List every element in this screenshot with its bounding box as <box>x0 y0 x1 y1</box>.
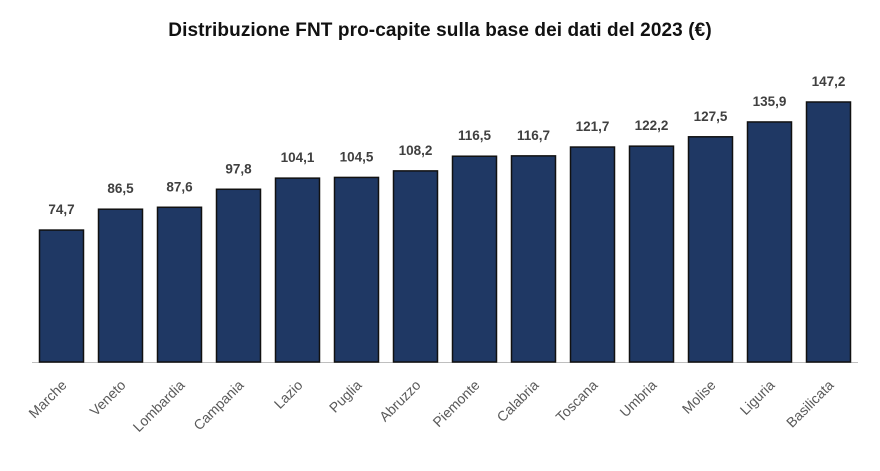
data-label-toscana: 121,7 <box>576 119 610 134</box>
data-label-calabria: 116,7 <box>517 128 550 143</box>
data-label-marche: 74,7 <box>48 202 74 217</box>
x-tick-label-lazio: Lazio <box>271 377 306 412</box>
x-tick-label-marche: Marche <box>25 377 69 421</box>
bar-molise <box>687 136 734 363</box>
x-tick-label-umbria: Umbria <box>616 377 659 420</box>
bar-veneto <box>97 208 144 363</box>
x-tick-label-liguria: Liguria <box>737 377 778 418</box>
bar-calabria <box>510 155 557 363</box>
bar-campania <box>215 188 262 363</box>
bar-toscana <box>569 146 616 363</box>
data-label-molise: 127,5 <box>694 109 728 124</box>
x-tick-label-toscana: Toscana <box>552 377 600 425</box>
x-tick-label-puglia: Puglia <box>326 377 365 416</box>
x-tick-label-abruzzo: Abruzzo <box>376 377 424 425</box>
data-label-abruzzo: 108,2 <box>399 143 433 158</box>
data-label-piemonte: 116,5 <box>458 128 492 143</box>
chart-title: Distribuzione FNT pro-capite sulla base … <box>168 20 712 41</box>
x-tick-label-molise: Molise <box>679 377 719 417</box>
bar-umbria <box>628 145 675 363</box>
data-label-liguria: 135,9 <box>753 94 787 109</box>
data-label-veneto: 86,5 <box>107 181 134 196</box>
x-tick-label-piemonte: Piemonte <box>429 377 482 430</box>
data-label-umbria: 122,2 <box>635 118 669 133</box>
x-tick-label-campania: Campania <box>190 377 247 434</box>
bar-puglia <box>333 176 380 363</box>
data-label-basilicata: 147,2 <box>812 74 846 89</box>
x-tick-label-veneto: Veneto <box>86 377 128 419</box>
x-tick-label-basilicata: Basilicata <box>783 377 837 431</box>
bar-abruzzo <box>392 170 439 363</box>
bar-basilicata <box>805 101 852 363</box>
bar-piemonte <box>451 155 498 363</box>
data-label-campania: 97,8 <box>225 161 252 176</box>
x-tick-label-lombardia: Lombardia <box>130 377 188 435</box>
bar-liguria <box>746 121 793 363</box>
x-tick-label-calabria: Calabria <box>493 377 541 425</box>
bar-lombardia <box>156 206 203 363</box>
data-label-puglia: 104,5 <box>340 149 374 164</box>
bar-lazio <box>274 177 321 363</box>
bar-marche <box>38 229 85 363</box>
data-label-lombardia: 87,6 <box>166 179 193 194</box>
data-label-lazio: 104,1 <box>281 150 315 165</box>
